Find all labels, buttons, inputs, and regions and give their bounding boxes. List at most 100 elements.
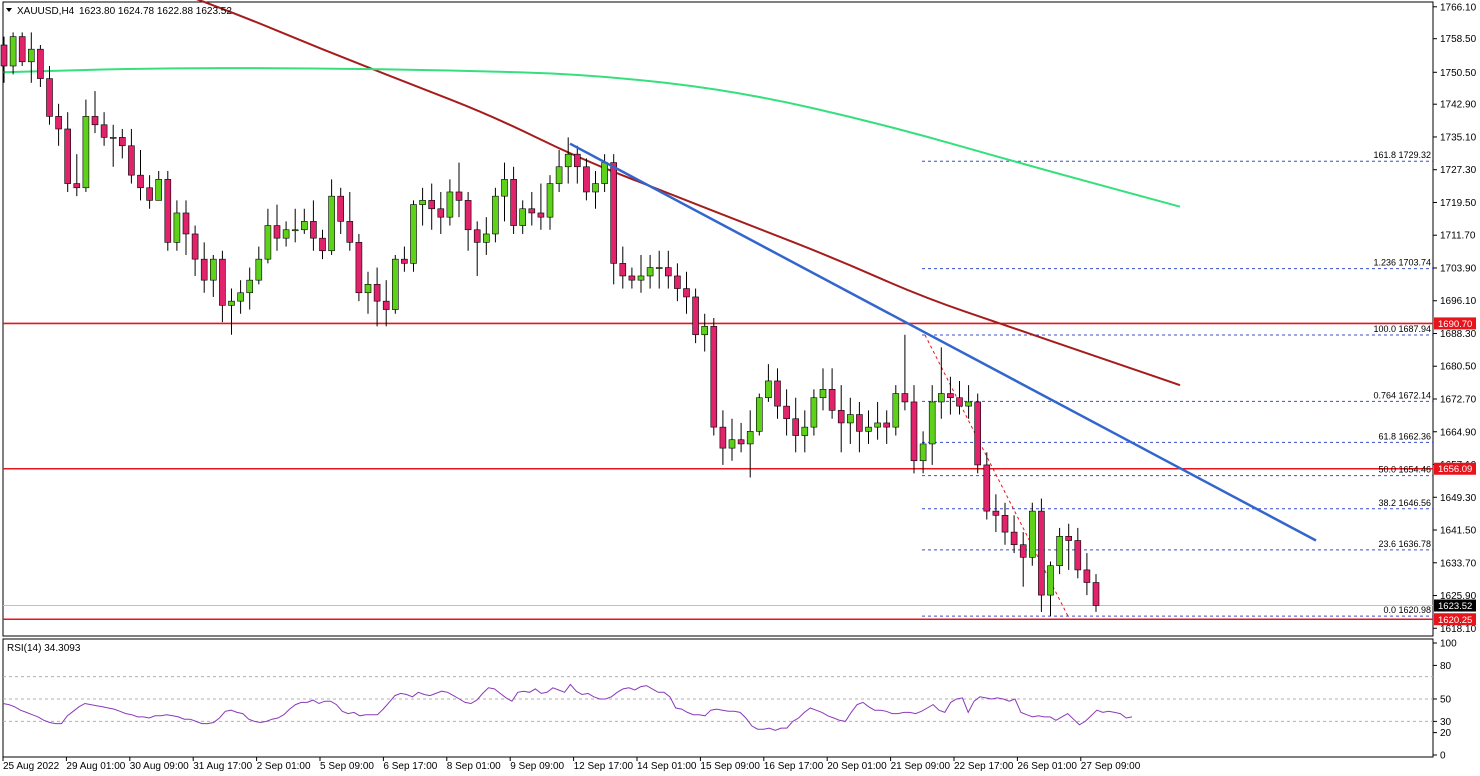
- candle-body: [546, 183, 554, 218]
- candle-body: [674, 275, 681, 289]
- candle-body: [1010, 531, 1018, 546]
- support-resistance-levels: [3, 322, 1433, 621]
- price-tick-label: 1618.10: [1440, 624, 1477, 635]
- trendline: [569, 142, 1317, 542]
- candle-body: [1038, 510, 1045, 596]
- candle-body: [273, 225, 281, 239]
- time-tick-label: 25 Aug 2022: [3, 761, 60, 772]
- candle-body: [937, 393, 945, 403]
- price-tick-label: 1633.70: [1440, 558, 1477, 569]
- candle-body: [18, 36, 26, 63]
- candle-body: [328, 195, 335, 252]
- candle-body: [865, 426, 872, 432]
- candle-body: [410, 204, 417, 264]
- candle-body: [210, 258, 217, 281]
- candle-body: [492, 195, 499, 235]
- candle-body: [191, 233, 199, 260]
- time-tick-label: 29 Aug 01:00: [66, 761, 125, 772]
- price-tick-label: 1735.10: [1440, 132, 1477, 143]
- triangle-down-icon[interactable]: [6, 8, 12, 12]
- candle-body: [883, 422, 891, 428]
- candle-body: [974, 401, 982, 466]
- price-tick-label: 1625.90: [1440, 591, 1477, 602]
- time-tick-label: 27 Sep 09:00: [1081, 761, 1141, 772]
- price-tick-label: 1649.30: [1440, 493, 1477, 504]
- candle-body: [583, 166, 590, 193]
- time-tick-label: 2 Sep 01:00: [257, 761, 311, 772]
- rsi-tick-label: 20: [1440, 728, 1452, 739]
- candle-body: [482, 233, 490, 243]
- candle-body: [992, 510, 1000, 516]
- current-price-tag: [1434, 599, 1476, 612]
- candle-body: [965, 401, 972, 407]
- price-tick-label: 1719.50: [1440, 198, 1477, 209]
- candle-body: [255, 258, 263, 281]
- fib-level-label: 0.764 1672.14: [1373, 390, 1431, 400]
- candle-body: [27, 48, 35, 63]
- candle-body: [501, 179, 508, 197]
- candle-body: [228, 300, 235, 306]
- fib-level-label: 0.0 1620.98: [1383, 605, 1431, 615]
- candle-body: [810, 397, 818, 428]
- candle-body: [819, 389, 827, 399]
- level-price-tag: [1434, 317, 1476, 330]
- candle-body: [337, 195, 345, 222]
- fib-level-label: 1.236 1703.74: [1373, 258, 1431, 268]
- candle-body: [537, 212, 545, 218]
- candle-body: [300, 221, 308, 231]
- candle-body: [82, 116, 90, 189]
- time-tick-label: 12 Sep 17:00: [574, 761, 634, 772]
- candle-body: [1047, 565, 1054, 596]
- candle-body: [692, 296, 699, 336]
- ma-red-line: [196, 0, 1181, 387]
- candle-body: [64, 128, 71, 184]
- candle-body: [828, 389, 836, 411]
- candle-body: [746, 431, 754, 445]
- candle-body: [355, 242, 363, 294]
- candle-body: [373, 284, 381, 302]
- rsi-tick-label: 0: [1440, 751, 1446, 762]
- candle-body: [919, 443, 927, 462]
- candle-body: [664, 267, 672, 277]
- fib-level-label: 23.6 1636.78: [1378, 539, 1431, 549]
- price-tick-label: 1696.10: [1440, 296, 1477, 307]
- candle-body: [983, 464, 991, 512]
- candle-body: [282, 229, 290, 239]
- candle-body: [46, 78, 53, 117]
- time-tick-label: 6 Sep 17:00: [383, 761, 437, 772]
- candle-body: [555, 166, 563, 184]
- candle-body: [109, 137, 117, 139]
- price-pane[interactable]: [2, 1, 1434, 637]
- candle-body: [655, 267, 663, 269]
- candle-body: [837, 410, 845, 424]
- rsi-line: [2, 683, 1133, 731]
- candle-body: [100, 124, 108, 138]
- fib-level-label: 100.0 1687.94: [1373, 324, 1431, 334]
- candle-body: [173, 212, 181, 243]
- price-tick-label: 1758.50: [1440, 34, 1477, 45]
- rsi-pane[interactable]: [2, 638, 1434, 758]
- candle-body: [783, 405, 790, 420]
- candle-body: [164, 179, 172, 243]
- candle-body: [91, 116, 99, 126]
- ohlc-readout: 1623.80 1624.78 1622.88 1623.52: [79, 6, 232, 17]
- candle-body: [137, 174, 144, 189]
- candle-body: [846, 414, 854, 424]
- price-tick-label: 1766.10: [1440, 2, 1477, 13]
- candle-body: [573, 153, 581, 168]
- time-tick-label: 9 Sep 09:00: [510, 761, 564, 772]
- candle-body: [728, 439, 736, 449]
- time-tick-label: 22 Sep 17:00: [954, 761, 1014, 772]
- rsi-tick-label: 100: [1440, 639, 1457, 650]
- candle-body: [401, 258, 408, 264]
- time-tick-label: 30 Aug 09:00: [130, 761, 189, 772]
- candle-body: [719, 426, 727, 449]
- price-tick-label: 1688.30: [1440, 329, 1477, 340]
- candle-body: [701, 326, 709, 336]
- price-tick-label: 1672.70: [1440, 394, 1477, 405]
- level-price-tag-label: 1656.09: [1438, 464, 1472, 475]
- time-tick-label: 14 Sep 01:00: [637, 761, 697, 772]
- time-tick-label: 8 Sep 01:00: [447, 761, 501, 772]
